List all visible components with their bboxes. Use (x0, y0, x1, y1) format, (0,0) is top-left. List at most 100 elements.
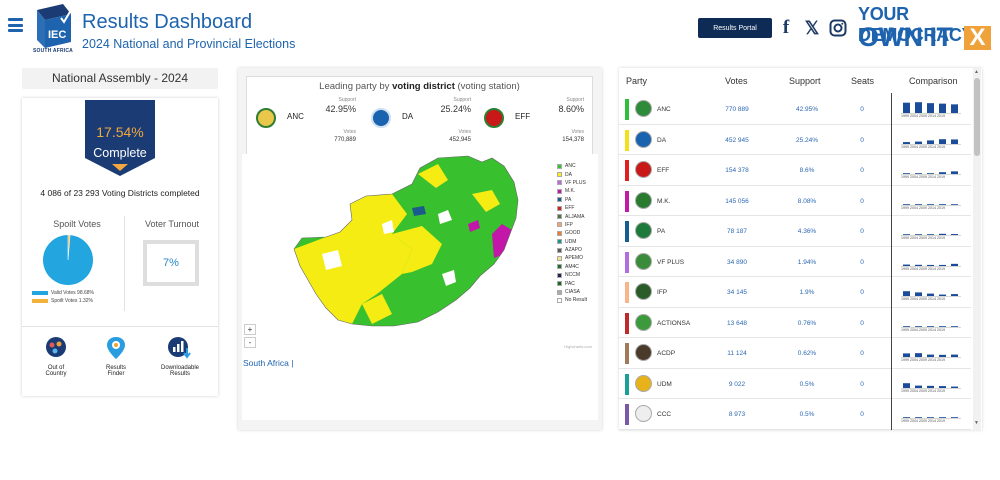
header-comparison[interactable]: Comparison (909, 76, 958, 86)
comparison-bar (939, 385, 946, 388)
table-row[interactable]: M.K. 145 056 8.08% 0 1999 2004 2009 2014 201… (619, 185, 971, 216)
map-legend-item[interactable]: ANC (557, 162, 587, 170)
map-legend-item[interactable]: CIASA (557, 288, 587, 296)
map-credit[interactable]: Highcharts.com (564, 344, 592, 349)
legend-label: No Result (565, 297, 587, 304)
party-name: ACTIONSA (657, 319, 691, 327)
comparison-bar (903, 173, 910, 174)
map-legend-item[interactable]: No Result (557, 296, 587, 304)
facebook-icon[interactable]: f (782, 17, 790, 38)
scrollbar-thumb[interactable] (974, 78, 980, 156)
table-row[interactable]: UDM 9 022 0.5% 0 1999 2004 2009 2014 2019 (619, 368, 971, 399)
map-legend-item[interactable]: APEMO (557, 254, 587, 262)
row-divider (619, 184, 971, 186)
scroll-down-icon[interactable]: ▼ (974, 420, 979, 426)
comparison-years: 1999 2004 2009 2014 2019 (901, 388, 945, 393)
party-seats: 0 (860, 350, 864, 357)
comparison-years: 1999 2004 2009 2014 2019 (901, 297, 945, 301)
comparison-bar (939, 103, 946, 113)
da-emblem-icon (371, 108, 391, 128)
map-breadcrumb[interactable]: South Africa | (243, 358, 294, 368)
results-finder-link[interactable]: Results Finder (88, 336, 144, 377)
downloadable-results-link[interactable]: Downloadable Results (152, 336, 208, 377)
comparison-bar (951, 294, 958, 296)
map-legend-item[interactable]: IFP (557, 221, 587, 229)
instagram-icon[interactable] (828, 17, 848, 39)
results-map[interactable]: ANC DA VF PLUS M.K. PA EFF ALJAMA IFP GOOD UDM AZA… (242, 154, 598, 420)
header-party[interactable]: Party (626, 76, 648, 86)
comparison-bar (951, 263, 958, 266)
table-row[interactable]: DA 452 945 25.24% 0 1999 2004 2009 2014 2019 (619, 124, 971, 155)
scrollbar-track[interactable] (973, 68, 981, 430)
zoom-out-button[interactable]: - (244, 337, 256, 348)
map-legend-item[interactable]: EFF (557, 204, 587, 212)
slogan-line2: OWN IT (858, 22, 953, 52)
header: IEC SOUTH AFRICA Results Dashboard 2024 … (0, 0, 1000, 60)
comparison-bar (951, 386, 958, 388)
legend-swatch (557, 264, 562, 270)
party-support: 42.95% (795, 106, 819, 113)
table-row[interactable]: ACDP 11 124 0.62% 0 1999 2004 2009 2014 2019 (619, 337, 971, 368)
party-seats: 0 (860, 258, 864, 266)
row-divider (619, 276, 971, 277)
legend-label: EFF (565, 205, 575, 212)
table-row[interactable]: VF PLUS 34 890 1.94% 0 1999 2004 2009 2014 2… (619, 246, 971, 277)
comparison-bar (903, 325, 910, 327)
map-legend-item[interactable]: ALJAMA (557, 212, 587, 220)
map-legend-item[interactable]: DA (557, 170, 587, 178)
map-legend-item[interactable]: AZAPO (557, 246, 587, 254)
header-seats[interactable]: Seats (851, 76, 875, 86)
table-row[interactable]: IFP 34 145 1.9% 0 1999 2004 2009 2014 2019 (619, 276, 971, 307)
party-support: 0.62% (797, 350, 817, 357)
south-africa-map[interactable] (242, 154, 552, 354)
map-legend-item[interactable]: VF PLUS (557, 179, 587, 187)
out-of-country-link[interactable]: Out of Country (28, 336, 84, 377)
party-support: 1.9% (799, 289, 815, 296)
party-seats: 0 (860, 167, 864, 174)
party-seats: 0 (860, 319, 864, 327)
table-row[interactable]: CCC 8 973 0.5% 0 1999 2004 2009 2014 2019 (619, 398, 971, 429)
map-legend-item[interactable]: AM4C (557, 263, 587, 271)
map-legend-item[interactable]: GOOD (557, 229, 587, 237)
table-row[interactable]: EFF 154 378 8.6% 0 1999 2004 2009 2014 2019 (619, 154, 971, 185)
comparison-bar (951, 138, 958, 144)
legend-swatch (557, 172, 562, 178)
party-emblem-icon (635, 374, 652, 392)
comparison-bar (927, 234, 934, 235)
party-emblem-icon (635, 283, 652, 300)
legend-spoilt: Spoilt Votes 1.32% (32, 298, 93, 304)
comparison-bar (927, 173, 934, 174)
zoom-in-button[interactable]: + (244, 324, 256, 335)
table-row[interactable]: ACTIONSA 13 648 0.76% 0 1999 2004 2009 2014 … (619, 307, 971, 338)
svg-text:IEC: IEC (48, 29, 66, 41)
scroll-up-icon[interactable]: ▲ (974, 69, 979, 75)
table-row[interactable]: PA 78 187 4.36% 0 1999 2004 2009 2014 2019 (619, 215, 971, 246)
header-support[interactable]: Support (789, 76, 821, 86)
map-legend-item[interactable]: PA (557, 196, 587, 204)
comparison-bar (903, 234, 910, 235)
party-support: 8.6% (799, 167, 815, 174)
comparison-bar (903, 382, 910, 388)
leader-eff: EFF Support 8.60% Votes 154,378 (479, 97, 594, 153)
comparison-years: 1999 2004 2009 2014 2019 (901, 358, 945, 362)
legend-label: AZAPO (565, 247, 582, 254)
comparison-sparkbar (901, 325, 961, 328)
table-row[interactable]: ANC 770 889 42.95% 0 1999 2004 2009 2014 201… (619, 93, 971, 124)
comparison-sparkbar (901, 138, 961, 145)
party-emblem-icon (635, 344, 652, 361)
legend-label: UDM (565, 238, 577, 245)
map-legend-item[interactable]: UDM (557, 238, 587, 246)
comparison-bar (951, 325, 958, 327)
header-votes[interactable]: Votes (725, 76, 748, 86)
party-name: EFF (657, 167, 670, 174)
comparison-bar (951, 104, 958, 113)
comparison-bar (927, 385, 934, 388)
map-legend-item[interactable]: PAC (557, 279, 587, 287)
x-icon[interactable]: 𝕏 (804, 17, 820, 38)
results-portal-button[interactable]: Results Portal (698, 18, 772, 38)
menu-icon[interactable] (8, 18, 23, 32)
party-name: ACDP (657, 350, 676, 357)
map-legend-item[interactable]: NCCM (557, 271, 587, 279)
map-legend-item[interactable]: M.K. (557, 187, 587, 195)
party-support: 0.5% (799, 380, 815, 388)
